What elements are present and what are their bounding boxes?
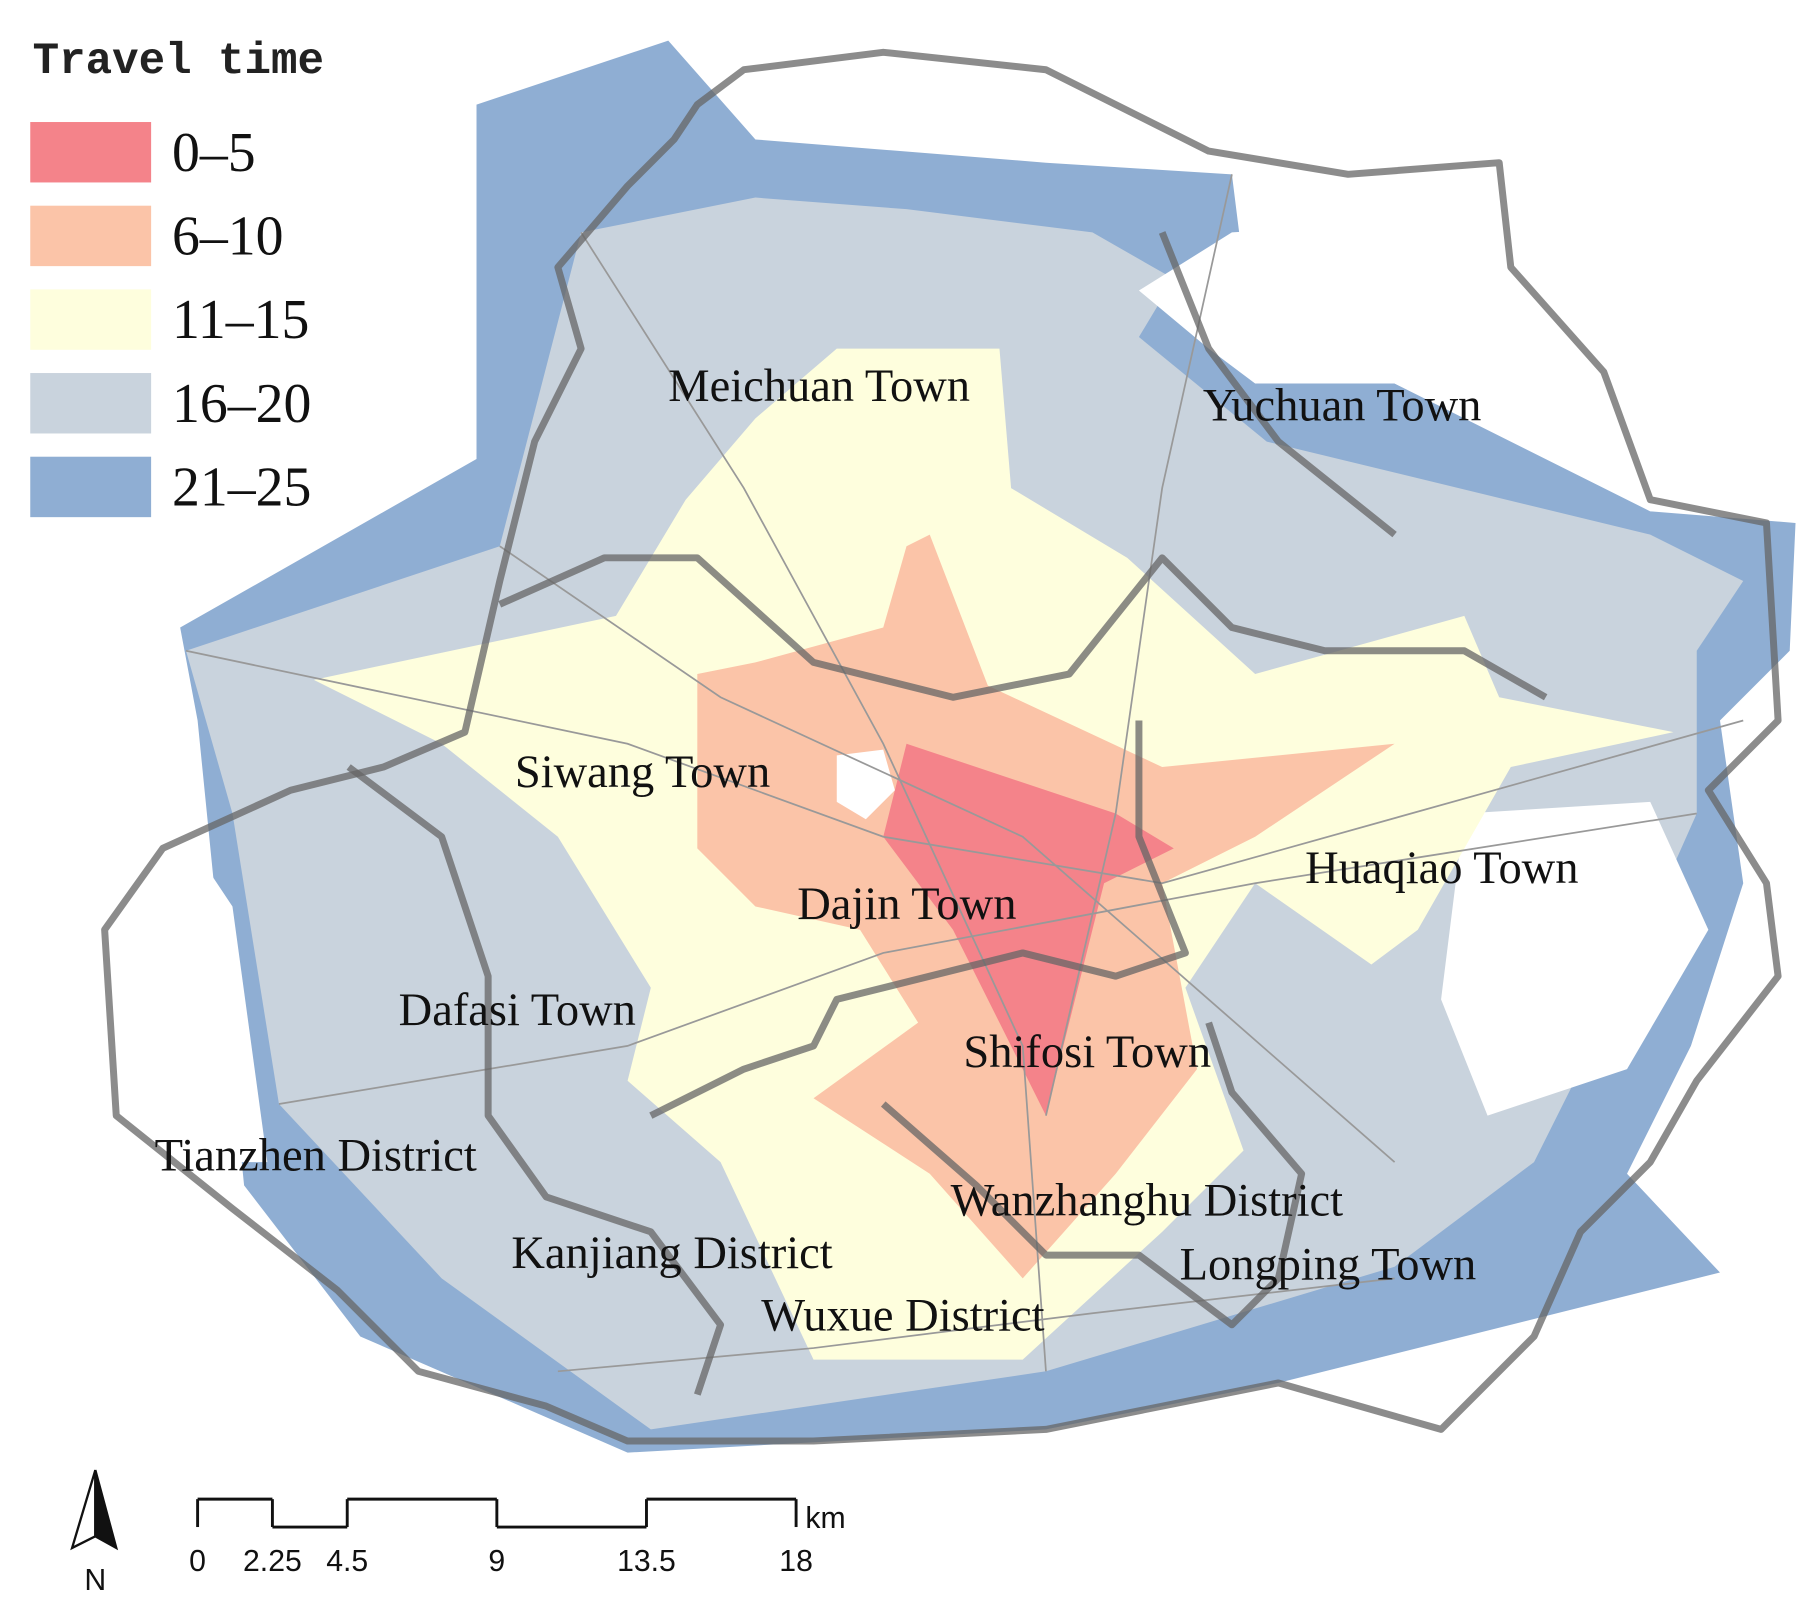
legend-swatch [30,205,152,267]
place-label: Meichuan Town [668,361,970,412]
place-label: Dajin Town [797,879,1016,930]
white-area [104,836,268,1163]
white-area [1138,220,1628,489]
scale-unit: km [805,1502,845,1535]
zones [104,40,1796,1453]
north-arrow-left [70,1469,97,1551]
white-area [1441,801,1709,1116]
road [278,812,1697,1105]
scale-label: 0 [189,1545,206,1578]
road [557,1277,1395,1373]
boundaries [101,48,1782,1445]
place-labels: Meichuan Town Yuchuan Town Siwang Town Huaq… [155,361,1579,1342]
scale-label: 2.25 [243,1545,302,1578]
boundary [101,48,1782,1445]
place-label: Wuxue District [761,1291,1044,1342]
legend-title: Travel time [33,37,324,87]
boundary [1158,231,1397,538]
white-area [836,749,895,820]
legend-label: 21–25 [172,457,311,519]
place-label: Tianzhen District [155,1130,477,1181]
scale-label: 9 [488,1545,505,1578]
boundary [498,554,1548,701]
legend-swatch [30,122,152,183]
place-label: Huaqiao Town [1305,843,1578,894]
place-label: Wanzhanghu District [951,1176,1344,1227]
road [580,231,1047,1372]
place-label: Siwang Town [515,747,770,798]
scale-bar: 0 2.25 4.5 9 13.5 18 km [189,1497,846,1578]
legend-swatch [30,289,152,350]
place-label: Shifosi Town [963,1027,1211,1078]
legend-label: 0–5 [172,122,256,184]
scale-label: 13.5 [617,1545,676,1578]
north-arrow-right [94,1469,119,1551]
legend-label: 6–10 [172,206,284,268]
zone-0-5 [883,743,1174,1116]
place-label: Kanjiang District [511,1228,832,1279]
legend-swatch [30,373,152,434]
place-label: Dafasi Town [399,985,636,1036]
legend-swatch [30,456,152,518]
scale-label: 18 [779,1545,813,1578]
boundary [880,1021,1306,1329]
boundary [649,720,1189,1119]
boundary [346,764,725,1396]
place-label: Longping Town [1180,1239,1477,1290]
scale-label: 4.5 [326,1545,368,1578]
legend-label: 11–15 [172,289,309,351]
north-label: N [84,1564,106,1597]
road [499,545,1396,1163]
north-arrow: N [70,1469,119,1597]
legend-label: 16–20 [172,373,311,435]
legend: Travel time 0–5 6–10 11–15 16–20 21–25 [30,37,324,519]
place-label: Yuchuan Town [1203,381,1482,432]
road [185,649,1744,885]
